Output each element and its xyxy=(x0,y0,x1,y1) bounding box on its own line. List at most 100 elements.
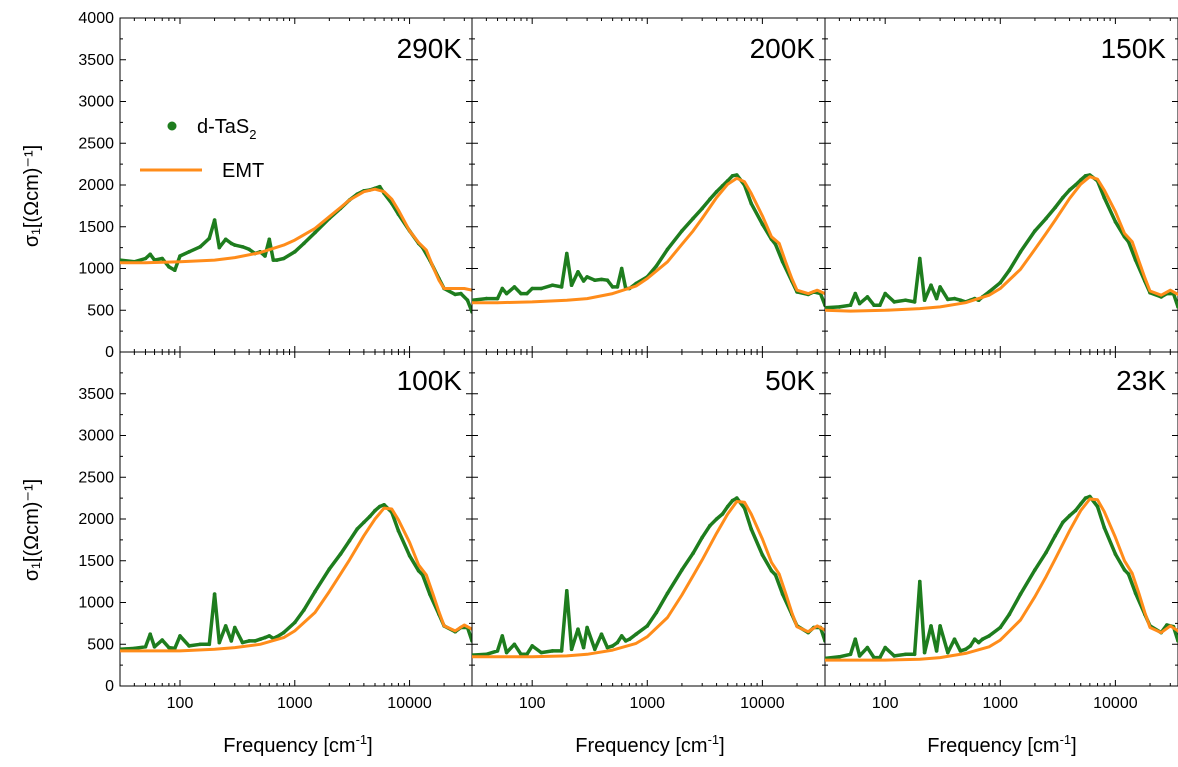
data-point xyxy=(987,290,991,294)
series-emt-line xyxy=(120,506,472,653)
panel-temperature-label: 200K xyxy=(750,33,816,64)
data-point xyxy=(576,270,580,274)
data-point xyxy=(504,291,509,296)
data-point xyxy=(1018,592,1023,596)
data-point xyxy=(1007,268,1012,273)
data-point xyxy=(247,247,251,252)
x-tick-label: 1000 xyxy=(277,695,313,712)
y-tick-label: 3000 xyxy=(78,428,114,445)
data-point xyxy=(700,535,704,540)
data-point xyxy=(258,637,263,641)
data-point xyxy=(1018,250,1023,254)
data-point xyxy=(223,237,228,242)
panel-temperature-label: 50K xyxy=(765,365,815,396)
data-point xyxy=(539,650,544,655)
data-point xyxy=(1113,552,1118,556)
panel-temperature-label: 100K xyxy=(397,365,463,396)
data-point xyxy=(708,523,712,528)
data-point xyxy=(428,592,432,596)
data-point xyxy=(680,229,684,233)
data-point xyxy=(627,637,632,641)
data-point xyxy=(760,553,765,557)
panel-100K: 0 500 1000 1500 2000 2500 3000 3500 100 1000 10000… xyxy=(78,351,473,712)
x-tick-label: 1000 xyxy=(629,695,665,712)
data-point xyxy=(987,634,991,638)
data-point xyxy=(730,174,735,178)
y-axis-title-bottom-text: σ₁[(Ωcm)⁻¹] xyxy=(21,479,43,581)
series-data-line xyxy=(120,184,472,314)
data-point xyxy=(500,286,505,291)
data-point xyxy=(1067,188,1072,192)
data-point xyxy=(550,649,555,653)
data-point xyxy=(368,514,372,519)
data-point xyxy=(1078,178,1083,182)
data-point xyxy=(883,291,887,296)
data-point xyxy=(934,296,939,301)
data-point xyxy=(1102,525,1106,530)
data-point xyxy=(903,652,908,657)
data-point xyxy=(773,573,778,577)
y-tick-label: 4000 xyxy=(78,10,114,27)
data-point xyxy=(198,245,202,249)
data-point xyxy=(610,285,615,289)
data-point xyxy=(173,268,177,273)
y-tick-label: 2500 xyxy=(78,135,114,152)
data-point xyxy=(217,245,222,250)
y-tick-label: 0 xyxy=(105,678,114,695)
data-point xyxy=(958,298,963,303)
panel-50K: 100 1000 10000 50K xyxy=(471,351,826,712)
x-axis-title-1: Frequency [cm-1] xyxy=(223,732,372,757)
data-point xyxy=(1083,174,1088,178)
data-point xyxy=(281,256,286,261)
y-tick-label: 1500 xyxy=(78,553,114,570)
panel-290K: 0 500 1000 1500 2000 2500 3000 3500 4000 290K xyxy=(78,10,473,361)
data-point xyxy=(1067,513,1072,518)
panel-frame xyxy=(824,17,1178,353)
data-point xyxy=(654,610,659,615)
data-point xyxy=(599,277,604,282)
data-point xyxy=(148,252,152,257)
data-point xyxy=(878,303,882,308)
panel-temperature-label: 150K xyxy=(1101,33,1167,64)
data-point xyxy=(519,652,523,657)
y-tick-label: 3000 xyxy=(78,94,114,111)
data-point xyxy=(275,258,279,262)
series-emt-line xyxy=(825,175,1178,313)
data-point xyxy=(848,652,853,657)
data-point xyxy=(929,624,933,628)
y-axis-title-top: σ₁[(Ωcm)⁻¹] xyxy=(21,145,43,247)
data-point xyxy=(525,652,529,657)
y-tick-label: 500 xyxy=(87,302,114,319)
data-point xyxy=(152,645,157,649)
x-tick-label: 10000 xyxy=(740,695,785,712)
series-data-line xyxy=(120,503,472,652)
data-point xyxy=(912,652,917,657)
data-point xyxy=(512,642,517,647)
data-point xyxy=(1102,195,1106,200)
data-point xyxy=(559,649,564,653)
data-point xyxy=(853,291,858,296)
data-point xyxy=(708,197,712,201)
data-point xyxy=(773,242,778,247)
series-data-line xyxy=(472,496,825,657)
data-point xyxy=(929,283,933,288)
data-point xyxy=(780,260,785,264)
data-point xyxy=(143,645,148,649)
data-point xyxy=(293,250,297,254)
data-point xyxy=(148,632,152,636)
data-point xyxy=(382,503,386,507)
legend-data-marker xyxy=(167,121,177,131)
data-point xyxy=(735,496,739,500)
data-point xyxy=(247,639,251,643)
panel-200K: 200K xyxy=(471,17,826,353)
data-point xyxy=(1044,216,1048,221)
data-point xyxy=(198,642,202,647)
data-point xyxy=(495,649,500,653)
data-point xyxy=(760,222,765,226)
data-point xyxy=(1053,205,1057,210)
x-tick-label: 100 xyxy=(872,695,899,712)
data-point xyxy=(207,642,212,647)
series-data-line xyxy=(825,494,1178,661)
data-point xyxy=(825,305,827,310)
data-point xyxy=(665,247,670,252)
